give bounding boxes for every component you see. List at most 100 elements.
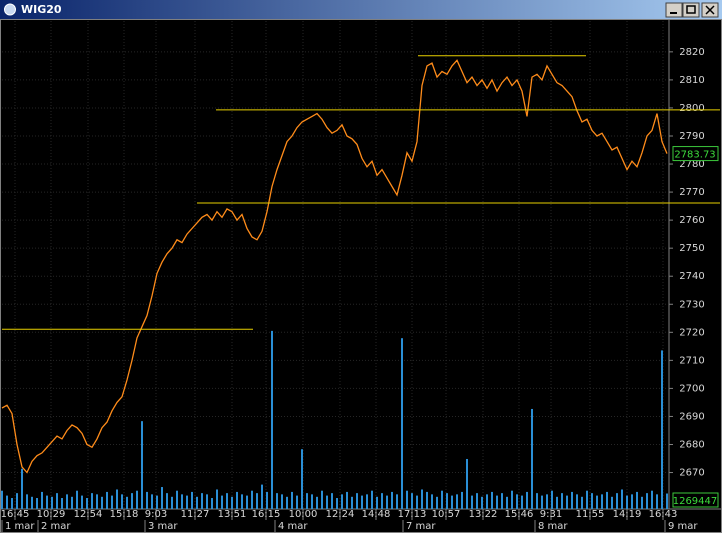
volume-bar <box>636 491 638 509</box>
volume-bar <box>231 496 233 509</box>
volume-bar <box>521 495 523 509</box>
y-tick-label: 2730 <box>679 299 704 310</box>
maximize-button[interactable] <box>682 2 700 18</box>
volume-bar <box>506 496 508 509</box>
volume-bar <box>81 495 83 509</box>
volume-bar <box>256 493 258 509</box>
x-tick-label: 17:13 <box>398 509 427 520</box>
last-value-label: 1269447 <box>673 496 718 507</box>
volume-bar <box>116 489 118 509</box>
volume-bar <box>396 494 398 509</box>
volume-bar <box>221 495 223 509</box>
volume-bar <box>591 493 593 509</box>
x-tick-label: 10:00 <box>289 509 318 520</box>
volume-bar <box>566 495 568 509</box>
volume-bar <box>131 493 133 509</box>
volume-bar <box>311 494 313 509</box>
x-tick-label: 9:03 <box>145 509 167 520</box>
volume-bar <box>241 494 243 509</box>
volume-bar <box>601 494 603 509</box>
volume-bar <box>421 489 423 509</box>
x-tick-label: 16:43 <box>649 509 678 520</box>
volume-bar <box>571 491 573 509</box>
app-icon <box>4 3 16 16</box>
y-tick-label: 2780 <box>679 159 704 170</box>
volume-bar <box>21 468 23 509</box>
volume-bar <box>481 496 483 509</box>
volume-bar <box>546 494 548 509</box>
volume-bar <box>581 496 583 509</box>
volume-bar <box>511 490 513 509</box>
volume-bar <box>146 491 148 509</box>
x-tick-label: 16:15 <box>252 509 281 520</box>
volume-bar <box>196 496 198 509</box>
volume-bar <box>436 496 438 509</box>
volume-bar <box>136 490 138 509</box>
volume-bar <box>11 498 13 509</box>
y-tick-label: 2790 <box>679 131 704 142</box>
volume-bar <box>371 490 373 509</box>
volume-bar <box>351 496 353 509</box>
volume-bar <box>476 493 478 509</box>
y-tick-label: 2710 <box>679 355 704 366</box>
volume-bar <box>76 490 78 509</box>
x-tick-label: 12:54 <box>74 509 103 520</box>
volume-bar <box>151 494 153 509</box>
x-tick-label: 10:57 <box>432 509 461 520</box>
volume-bar <box>291 491 293 509</box>
volume-bar <box>531 408 533 509</box>
volume-bar <box>386 495 388 509</box>
volume-bar <box>361 495 363 509</box>
x-tick-label: 12:24 <box>326 509 355 520</box>
volume-bar <box>461 491 463 509</box>
volume-bar <box>366 494 368 509</box>
x-tick-label: 13:22 <box>469 509 498 520</box>
volume-bar <box>641 496 643 509</box>
volume-bar <box>556 496 558 509</box>
volume-bar <box>166 493 168 509</box>
volume-bar <box>356 493 358 509</box>
volume-bar <box>376 496 378 509</box>
volume-bar <box>606 491 608 509</box>
volume-bar <box>1 490 3 509</box>
volume-bar <box>576 494 578 509</box>
x-tick-label: 11:55 <box>576 509 605 520</box>
volume-bar <box>616 493 618 509</box>
x-tick-label: 13:51 <box>218 509 247 520</box>
volume-bar <box>621 489 623 509</box>
volume-bar <box>176 490 178 509</box>
volume-bar <box>101 496 103 509</box>
volume-bar <box>211 498 213 509</box>
volume-bar <box>121 494 123 509</box>
volume-bar <box>456 494 458 509</box>
volume-bar <box>191 491 193 509</box>
minimize-button[interactable] <box>665 2 683 18</box>
date-tick-label: 2 mar <box>41 521 71 532</box>
y-tick-label: 2740 <box>679 271 704 282</box>
volume-bar <box>276 493 278 509</box>
volume-bar <box>281 494 283 509</box>
volume-bar <box>326 495 328 509</box>
y-tick-label: 2760 <box>679 215 704 226</box>
volume-bar <box>106 491 108 509</box>
volume-bar <box>631 494 633 509</box>
volume-bar <box>206 494 208 509</box>
volume-bar <box>16 493 18 509</box>
volume-bar <box>661 350 663 509</box>
y-tick-label: 2770 <box>679 187 704 198</box>
date-tick-label: 8 mar <box>538 521 568 532</box>
x-tick-label: 14:48 <box>362 509 391 520</box>
volume-bar <box>626 495 628 509</box>
volume-bar <box>51 496 53 509</box>
volume-bar <box>666 493 668 509</box>
last-value-box <box>672 146 719 162</box>
y-tick-label: 2700 <box>679 383 704 394</box>
volume-bar <box>26 494 28 509</box>
volume-bar <box>431 494 433 509</box>
volume-bar <box>561 493 563 509</box>
volume-bar <box>321 490 323 509</box>
volume-bar <box>6 495 8 509</box>
price-line <box>1 59 668 474</box>
volume-bar <box>586 490 588 509</box>
